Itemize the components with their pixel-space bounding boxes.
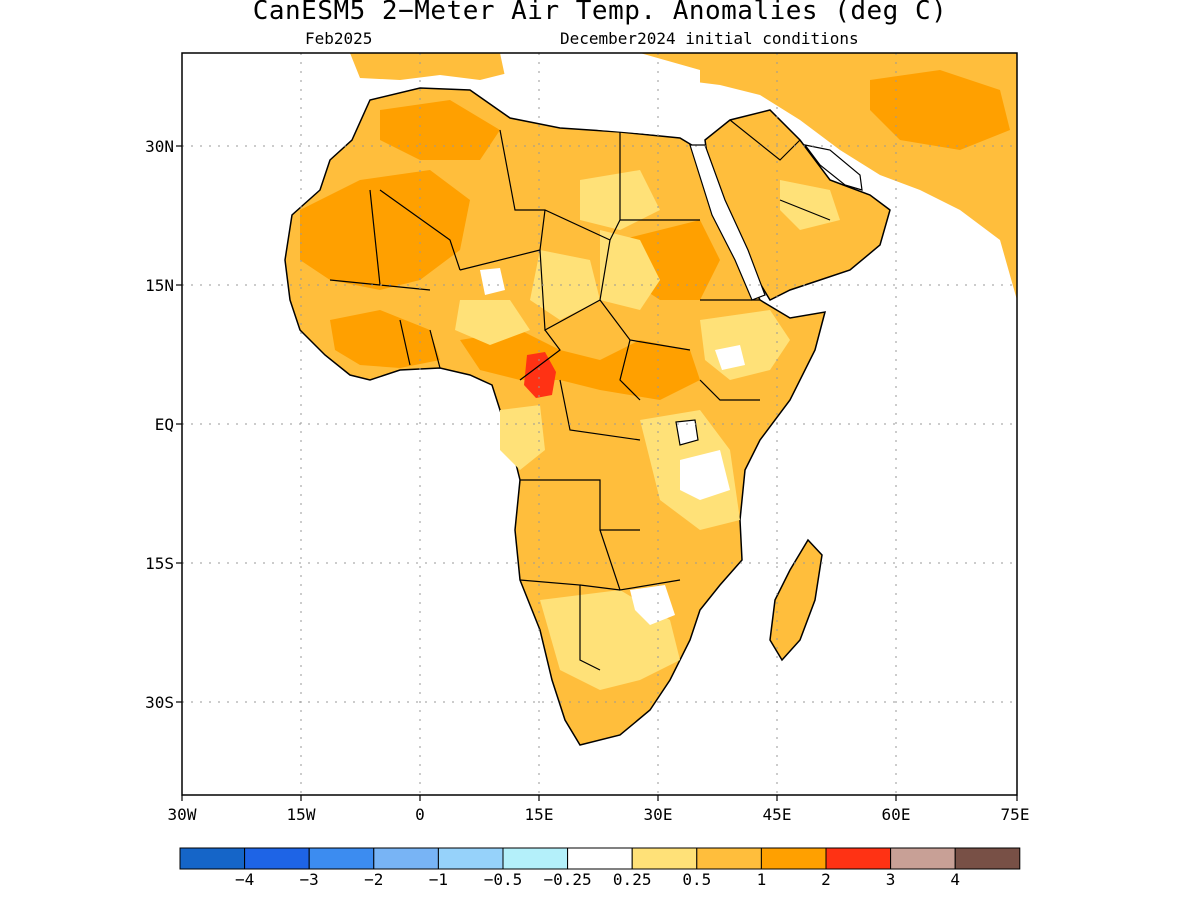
lon-label-30w: 30W	[167, 805, 197, 824]
colorbar-tick-label: −2	[364, 870, 384, 889]
axis-ticks	[176, 145, 1018, 801]
colorbar-tick-label: −4	[234, 870, 255, 889]
lon-label-15w: 15W	[286, 805, 316, 824]
anomaly-field	[284, 53, 1017, 746]
lon-label-60e: 60E	[881, 805, 911, 824]
europe-landmass	[350, 53, 540, 80]
lon-label-0: 0	[415, 805, 425, 824]
forecast-month: Feb2025	[305, 29, 373, 48]
colorbar-tick-label: 2	[821, 870, 831, 889]
map-title: CanESM5 2−Meter Air Temp. Anomalies (deg…	[252, 0, 948, 26]
colorbar-swatch-7	[631, 847, 698, 870]
colorbar-swatch-11	[890, 847, 956, 870]
anomaly-2-3	[524, 352, 556, 398]
colorbar-tick-label: 0.25	[612, 870, 652, 889]
colorbar-tick-label: 0.5	[682, 870, 712, 889]
colorbar-tick-label: 3	[885, 870, 896, 889]
lat-label-30n: 30N	[145, 137, 174, 156]
colorbar-tick-label: −0.5	[483, 870, 523, 889]
colorbar-swatch-2	[308, 847, 375, 870]
colorbar-tick-label: 4	[950, 870, 960, 889]
gridlines	[182, 53, 1017, 795]
anomaly-near-zero	[480, 53, 745, 625]
red-sea	[689, 144, 766, 301]
colorbar-swatch-1	[244, 847, 310, 870]
lon-label-15e: 15E	[524, 805, 554, 824]
colorbar-swatch-8	[696, 847, 762, 870]
lon-label-75e: 75E	[1000, 805, 1030, 824]
lake-victoria	[675, 419, 699, 446]
lat-label-15s: 15S	[145, 554, 174, 573]
colorbar	[179, 847, 1021, 870]
initial-conditions: December2024 initial conditions	[560, 29, 859, 48]
colorbar-swatch-10	[825, 847, 892, 870]
colorbar-swatch-3	[373, 847, 439, 870]
colorbar-tick-label: 1	[756, 870, 767, 889]
colorbar-swatch-12	[954, 847, 1021, 870]
lat-label-eq: EQ	[154, 415, 174, 434]
colorbar-swatch-4	[437, 847, 504, 870]
colorbar-tick-label: −1	[428, 870, 449, 889]
lat-label-15n: 15N	[145, 276, 174, 295]
colorbar-swatch-5	[502, 847, 569, 870]
country-borders	[329, 119, 831, 671]
anomaly-1-2	[300, 70, 1010, 400]
colorbar-swatch-0	[179, 847, 246, 870]
madagascar	[769, 538, 823, 662]
colorbar-tick-label: −0.25	[543, 870, 592, 889]
lon-label-30e: 30E	[643, 805, 673, 824]
lon-label-45e: 45E	[762, 805, 792, 824]
persian-gulf	[803, 144, 863, 191]
colorbar-tick-label: −3	[299, 870, 319, 889]
colorbar-swatch-6	[567, 847, 633, 870]
colorbar-swatch-9	[760, 847, 827, 870]
lat-label-30s: 30S	[145, 693, 174, 712]
